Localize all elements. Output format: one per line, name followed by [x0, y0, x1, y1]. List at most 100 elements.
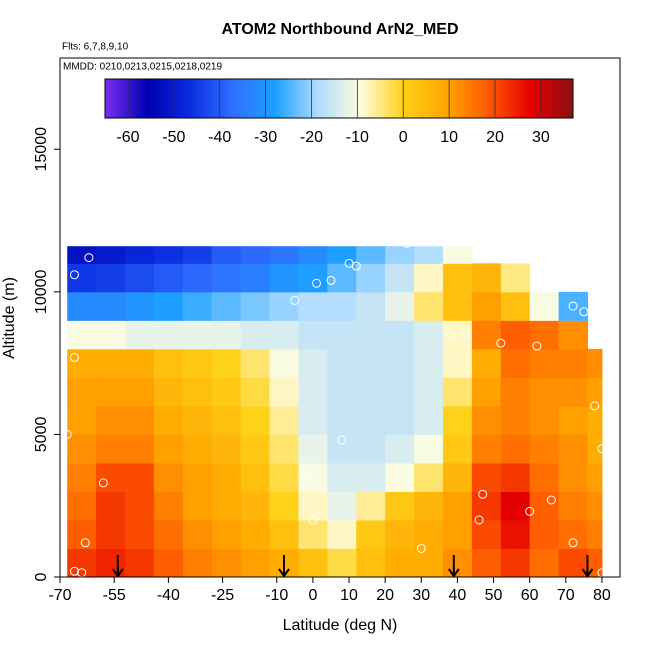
heat-cell [269, 263, 299, 293]
heat-cell [182, 263, 213, 293]
heat-cell [67, 462, 97, 492]
heat-cell [500, 519, 531, 549]
heat-cell [96, 491, 126, 521]
heat-cell [96, 434, 126, 464]
heat-cell [67, 491, 97, 521]
observation-point [445, 330, 455, 340]
heat-cell [125, 519, 155, 549]
heat-cell [153, 320, 184, 350]
annotation: MMDD: 0210,0213,0215,0218,0219 [63, 62, 222, 73]
observation-point [337, 435, 347, 445]
colorbar [104, 78, 574, 119]
x-tick-label: 30 [412, 587, 430, 604]
heat-cell [500, 462, 531, 492]
heat-cell [67, 291, 97, 321]
heat-cell [442, 377, 473, 407]
heat-cell [356, 519, 386, 549]
heat-cell [240, 491, 271, 521]
heat-cell [558, 291, 588, 321]
heat-cell [529, 348, 560, 378]
heat-cell [500, 291, 531, 321]
x-tick-label: 60 [521, 587, 539, 604]
heat-cell [153, 263, 184, 293]
y-tick-label: 15000 [33, 127, 50, 172]
heat-cell [442, 291, 473, 321]
heat-cell [269, 405, 299, 435]
observation-point [460, 330, 470, 340]
heat-cell [96, 320, 126, 350]
heat-cell [269, 491, 299, 521]
flight-arrow [447, 555, 460, 578]
heat-cell [153, 548, 184, 578]
heat-cell [153, 434, 184, 464]
x-tick-label: 50 [485, 587, 503, 604]
heat-cell [356, 491, 386, 521]
heat-cell [298, 246, 328, 264]
heat-cell [500, 548, 531, 578]
heat-cell [414, 377, 444, 407]
heat-cell [240, 519, 271, 549]
heat-cell [96, 405, 126, 435]
x-tick-label: -55 [103, 587, 126, 604]
heat-cell [67, 548, 97, 578]
heat-cell [471, 548, 502, 578]
heat-cell [182, 405, 213, 435]
observation-point [402, 238, 412, 248]
heat-cell [153, 405, 184, 435]
heat-cell [442, 462, 473, 492]
observation-point [326, 275, 336, 285]
heat-cell [385, 548, 415, 578]
heat-cell [529, 320, 560, 350]
observation-point [290, 295, 300, 305]
heat-cell [182, 246, 213, 264]
colorbar-tick-label: -30 [254, 129, 277, 146]
heat-cell [356, 548, 386, 578]
observation-point [532, 341, 542, 351]
heat-cell [356, 320, 386, 350]
observation-point [69, 352, 79, 362]
heat-cell [125, 246, 155, 264]
heat-cell [269, 348, 299, 378]
heat-cell [471, 263, 502, 293]
heat-cell [500, 405, 531, 435]
x-tick-label: -25 [211, 587, 234, 604]
heat-cell [153, 519, 184, 549]
flight-arrow [111, 555, 124, 578]
heat-cell [67, 405, 97, 435]
arrow-head [278, 568, 290, 578]
heat-cell [529, 491, 560, 521]
heat-cell [211, 462, 242, 492]
heat-cell [500, 320, 531, 350]
plot-frame [59, 57, 621, 578]
heat-cell [182, 491, 213, 521]
heat-cell [385, 246, 415, 264]
heat-cell [269, 246, 299, 264]
heat-cell [558, 434, 588, 464]
heat-cell [125, 348, 155, 378]
heat-cell [182, 519, 213, 549]
subtitle: Flts: 6,7,8,9,10 [62, 42, 129, 53]
heat-cell [356, 246, 386, 264]
heat-cell [385, 491, 415, 521]
heat-cell [211, 405, 242, 435]
heat-cell [414, 434, 444, 464]
heat-cell [327, 491, 357, 521]
y-tick-label: 10000 [33, 269, 50, 314]
heat-cell [298, 291, 328, 321]
heat-cell [356, 462, 386, 492]
heat-cell [500, 434, 531, 464]
heat-cell [269, 462, 299, 492]
observation-point [568, 301, 578, 311]
heat-cell [96, 548, 126, 578]
heat-cell [385, 263, 415, 293]
heat-cell [385, 348, 415, 378]
heat-cell [153, 246, 184, 264]
x-tick-label: 20 [376, 587, 394, 604]
heat-cell [211, 491, 242, 521]
heat-cell [385, 519, 415, 549]
observation-point [478, 489, 488, 499]
heat-cell [67, 246, 97, 264]
heat-cell [414, 519, 444, 549]
heat-cell [558, 519, 588, 549]
heat-cell [385, 377, 415, 407]
